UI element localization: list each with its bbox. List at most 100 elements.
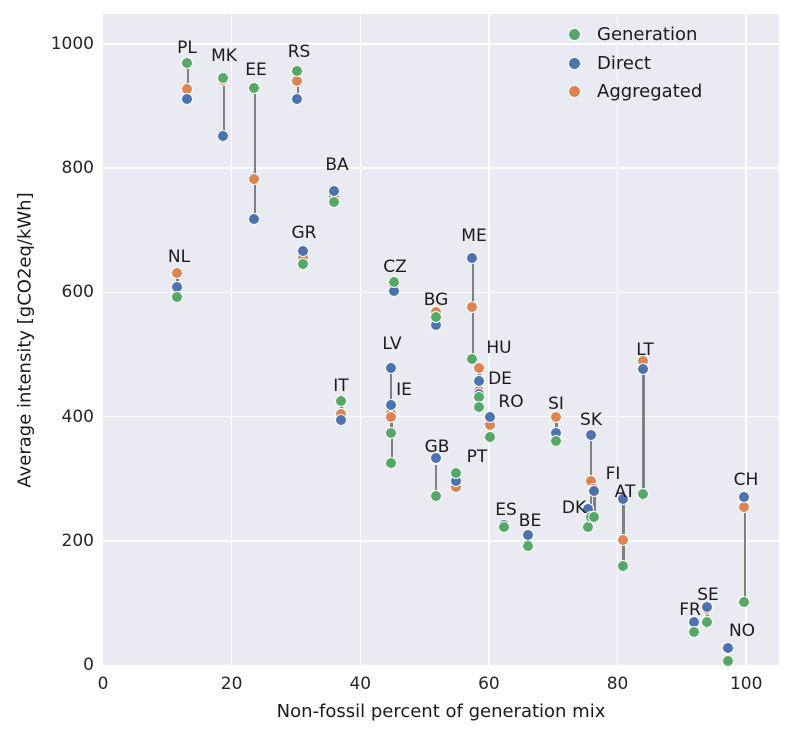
connector-line — [706, 607, 709, 623]
country-label: CH — [733, 470, 759, 490]
x-tick-label: 20 — [220, 674, 243, 694]
scatter-point-direct — [181, 93, 194, 106]
x-tick-label: 0 — [97, 674, 109, 694]
scatter-point-generation — [429, 489, 442, 502]
scatter-point-generation — [636, 487, 649, 500]
scatter-point-generation — [722, 654, 735, 667]
scatter-point-generation — [687, 625, 700, 638]
gridline — [745, 14, 747, 665]
country-label: ES — [495, 500, 517, 520]
direct-marker-icon — [568, 56, 581, 70]
gridline — [230, 14, 233, 665]
gridline — [103, 167, 779, 169]
scatter-point-direct — [217, 130, 230, 143]
country-label: DK — [561, 498, 587, 518]
scatter-point-generation — [498, 520, 511, 533]
generation-marker-icon — [568, 27, 581, 41]
country-label: LT — [636, 340, 654, 360]
scatter-point-generation — [522, 540, 535, 553]
scatter-point-generation — [248, 82, 261, 95]
legend-item-generation: Generation — [568, 22, 697, 46]
country-label: BA — [325, 155, 349, 175]
x-tick-label: 60 — [478, 674, 500, 694]
scatter-point-direct — [722, 641, 735, 654]
scatter-point-direct — [297, 245, 310, 258]
scatter-point-direct — [291, 93, 304, 106]
country-label: GR — [291, 223, 317, 243]
scatter-point-generation — [466, 353, 479, 366]
scatter-point-aggregated — [248, 173, 261, 186]
country-label: NL — [167, 247, 191, 267]
scatter-point-direct — [616, 493, 629, 506]
x-tick-label: 100 — [729, 674, 763, 694]
connector-line — [622, 499, 625, 567]
scatter-point-direct — [335, 414, 348, 427]
scatter-point-direct — [701, 601, 714, 614]
x-tick-label: 40 — [349, 674, 372, 694]
connector-line — [743, 497, 747, 603]
country-label: MK — [211, 46, 237, 66]
scatter-point-generation — [473, 401, 486, 414]
scatter-point-direct — [587, 484, 600, 497]
scatter-point-generation — [171, 291, 184, 304]
country-label: SI — [548, 394, 564, 414]
scatter-point-generation — [549, 435, 562, 448]
gridline — [616, 14, 619, 665]
country-label: BE — [518, 511, 542, 531]
country-label: FR — [679, 600, 701, 620]
scatter-point-generation — [181, 56, 194, 69]
legend-label: Aggregated — [597, 80, 703, 102]
scatter-point-generation — [616, 560, 629, 573]
country-label: LV — [382, 334, 402, 354]
gridline — [103, 43, 779, 45]
scatter-point-direct — [483, 411, 496, 424]
scatter-point-generation — [587, 511, 600, 524]
scatter-point-aggregated — [472, 361, 485, 374]
country-label: PL — [177, 38, 197, 58]
gridline — [488, 14, 490, 665]
scatter-point-generation — [335, 395, 348, 408]
scatter-point-generation — [449, 466, 462, 479]
scatter-point-aggregated — [616, 533, 629, 546]
country-label: AT — [614, 482, 636, 502]
connector-line — [186, 63, 190, 100]
scatter-point-aggregated — [549, 411, 562, 424]
scatter-point-direct — [584, 428, 597, 441]
country-label: FI — [605, 464, 621, 484]
scatter-point-generation — [738, 595, 751, 608]
scatter-point-aggregated — [466, 301, 479, 314]
gridline — [103, 291, 779, 294]
legend-label: Direct — [597, 52, 651, 74]
gridline — [103, 540, 779, 542]
country-label: DE — [488, 369, 512, 389]
scatter-point-generation — [291, 65, 304, 78]
x-tick-label: 80 — [606, 674, 629, 694]
country-label: SK — [580, 410, 602, 430]
country-label: RO — [498, 392, 524, 412]
scatter-point-direct — [466, 252, 479, 265]
country-label: SE — [697, 585, 719, 605]
country-label: CZ — [383, 257, 407, 277]
connector-line — [253, 88, 257, 220]
x-axis-title: Non-fossil percent of generation mix — [276, 701, 606, 722]
scatter-point-generation — [385, 456, 398, 469]
country-label: BG — [423, 290, 449, 310]
scatter-point-direct — [522, 528, 535, 541]
connector-line — [642, 361, 645, 495]
scatter-point-generation — [217, 72, 230, 85]
legend-item-direct: Direct — [568, 51, 651, 75]
scatter-point-generation — [701, 616, 714, 629]
scatter-point-generation — [387, 276, 400, 289]
scatter-point-direct — [738, 491, 751, 504]
y-tick-label: 1000 — [50, 33, 94, 54]
country-label: ME — [461, 226, 487, 246]
connector-line — [434, 458, 438, 497]
scatter-point-aggregated — [385, 410, 398, 423]
y-tick-label: 800 — [61, 158, 94, 179]
gridline — [103, 415, 779, 418]
legend-item-aggregated: Aggregated — [568, 79, 702, 103]
y-tick-label: 0 — [83, 655, 94, 675]
scatter-point-generation — [483, 430, 496, 443]
y-axis-title: Average intensity [gCO2eq/kWh] — [14, 192, 36, 488]
